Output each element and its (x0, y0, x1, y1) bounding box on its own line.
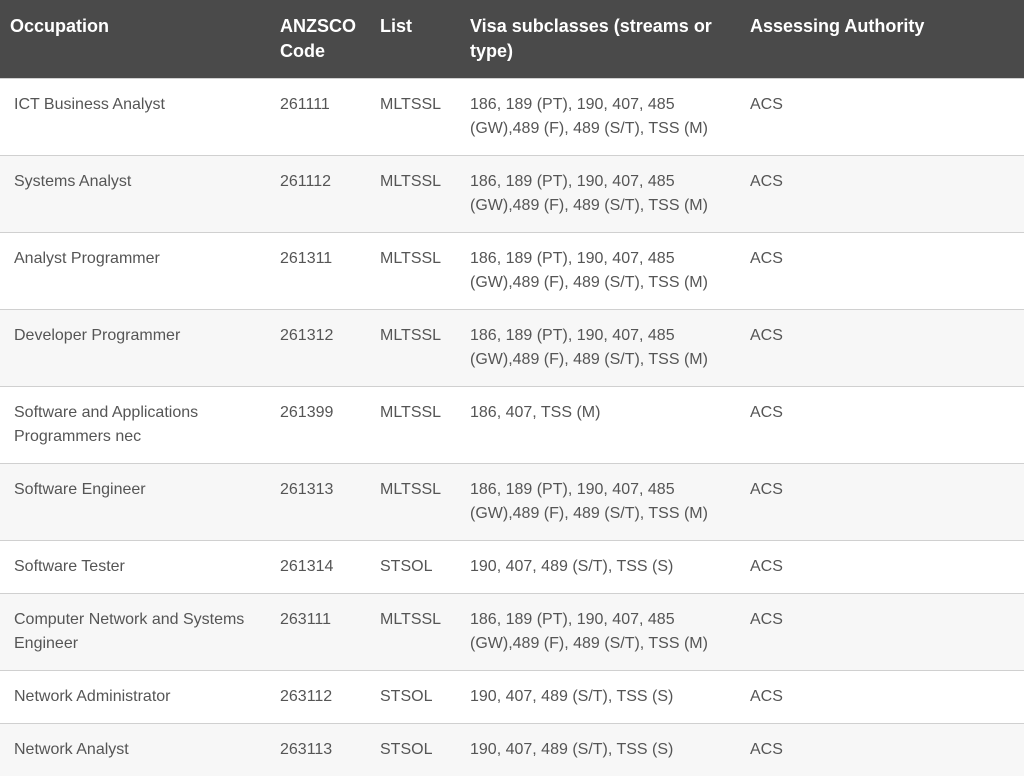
col-header-visa: Visa subclasses (streams or type) (460, 0, 740, 79)
cell-code: 263113 (270, 724, 370, 776)
cell-code: 261311 (270, 233, 370, 310)
cell-visa: 190, 407, 489 (S/T), TSS (S) (460, 671, 740, 724)
cell-authority: ACS (740, 233, 1024, 310)
cell-visa: 186, 189 (PT), 190, 407, 485 (GW),489 (F… (460, 464, 740, 541)
cell-list: MLTSSL (370, 233, 460, 310)
cell-visa: 190, 407, 489 (S/T), TSS (S) (460, 724, 740, 776)
cell-occupation: Computer Network and Systems Engineer (0, 594, 270, 671)
cell-visa: 186, 189 (PT), 190, 407, 485 (GW),489 (F… (460, 310, 740, 387)
cell-list: STSOL (370, 541, 460, 594)
table-row: Analyst Programmer261311MLTSSL186, 189 (… (0, 233, 1024, 310)
cell-code: 261399 (270, 387, 370, 464)
table-row: Software Tester261314STSOL190, 407, 489 … (0, 541, 1024, 594)
cell-code: 263111 (270, 594, 370, 671)
cell-authority: ACS (740, 724, 1024, 776)
occupations-table: Occupation ANZSCO Code List Visa subclas… (0, 0, 1024, 776)
cell-authority: ACS (740, 541, 1024, 594)
cell-list: MLTSSL (370, 387, 460, 464)
cell-code: 263112 (270, 671, 370, 724)
cell-list: STSOL (370, 671, 460, 724)
cell-code: 261314 (270, 541, 370, 594)
col-header-code: ANZSCO Code (270, 0, 370, 79)
cell-occupation: ICT Business Analyst (0, 79, 270, 156)
cell-visa: 190, 407, 489 (S/T), TSS (S) (460, 541, 740, 594)
cell-visa: 186, 189 (PT), 190, 407, 485 (GW),489 (F… (460, 594, 740, 671)
cell-list: MLTSSL (370, 594, 460, 671)
table-row: Software Engineer261313MLTSSL186, 189 (P… (0, 464, 1024, 541)
cell-occupation: Systems Analyst (0, 156, 270, 233)
cell-occupation: Software Engineer (0, 464, 270, 541)
cell-occupation: Software Tester (0, 541, 270, 594)
cell-code: 261313 (270, 464, 370, 541)
table-row: Systems Analyst261112MLTSSL186, 189 (PT)… (0, 156, 1024, 233)
table-body: ICT Business Analyst261111MLTSSL186, 189… (0, 79, 1024, 776)
col-header-list: List (370, 0, 460, 79)
cell-occupation: Network Administrator (0, 671, 270, 724)
table-row: ICT Business Analyst261111MLTSSL186, 189… (0, 79, 1024, 156)
cell-list: MLTSSL (370, 156, 460, 233)
cell-occupation: Network Analyst (0, 724, 270, 776)
cell-list: MLTSSL (370, 464, 460, 541)
cell-list: MLTSSL (370, 310, 460, 387)
table-row: Developer Programmer261312MLTSSL186, 189… (0, 310, 1024, 387)
cell-visa: 186, 189 (PT), 190, 407, 485 (GW),489 (F… (460, 156, 740, 233)
cell-authority: ACS (740, 671, 1024, 724)
col-header-occupation: Occupation (0, 0, 270, 79)
cell-authority: ACS (740, 310, 1024, 387)
cell-authority: ACS (740, 156, 1024, 233)
cell-authority: ACS (740, 79, 1024, 156)
table-row: Software and Applications Programmers ne… (0, 387, 1024, 464)
cell-occupation: Analyst Programmer (0, 233, 270, 310)
cell-authority: ACS (740, 387, 1024, 464)
cell-code: 261312 (270, 310, 370, 387)
cell-visa: 186, 189 (PT), 190, 407, 485 (GW),489 (F… (460, 233, 740, 310)
col-header-authority: Assessing Authority (740, 0, 1024, 79)
cell-authority: ACS (740, 594, 1024, 671)
cell-occupation: Software and Applications Programmers ne… (0, 387, 270, 464)
cell-visa: 186, 407, TSS (M) (460, 387, 740, 464)
cell-list: MLTSSL (370, 79, 460, 156)
cell-occupation: Developer Programmer (0, 310, 270, 387)
table-row: Computer Network and Systems Engineer263… (0, 594, 1024, 671)
table-row: Network Administrator263112STSOL190, 407… (0, 671, 1024, 724)
table-row: Network Analyst263113STSOL190, 407, 489 … (0, 724, 1024, 776)
cell-list: STSOL (370, 724, 460, 776)
cell-authority: ACS (740, 464, 1024, 541)
cell-code: 261111 (270, 79, 370, 156)
cell-code: 261112 (270, 156, 370, 233)
cell-visa: 186, 189 (PT), 190, 407, 485 (GW),489 (F… (460, 79, 740, 156)
table-header: Occupation ANZSCO Code List Visa subclas… (0, 0, 1024, 79)
